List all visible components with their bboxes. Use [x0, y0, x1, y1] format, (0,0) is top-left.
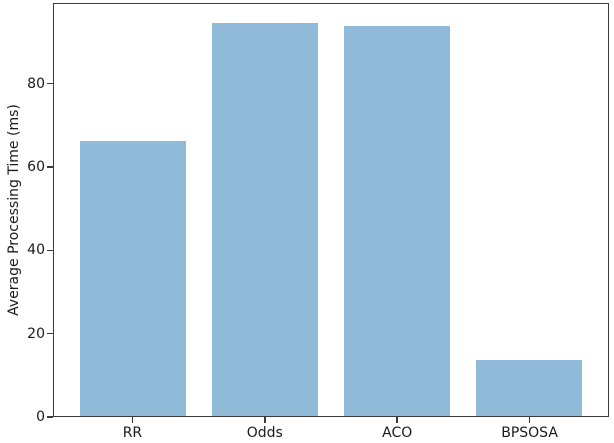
y-tick-label: 80 — [27, 75, 45, 92]
x-tick-mark — [131, 417, 134, 423]
y-tick-mark — [47, 83, 53, 85]
y-tick-mark — [47, 333, 53, 335]
y-axis-label: Average Processing Time (ms) — [6, 104, 22, 316]
x-tick-label-odds: Odds — [246, 425, 283, 441]
y-tick-label: 60 — [27, 159, 45, 176]
x-tick-label-rr: RR — [122, 425, 143, 441]
x-tick-label-aco: ACO — [382, 425, 413, 441]
y-tick-label: 0 — [36, 409, 45, 425]
bar-rr — [80, 140, 186, 416]
y-tick-mark — [47, 416, 53, 418]
y-tick-label: 40 — [27, 242, 45, 259]
x-tick-mark — [528, 417, 531, 423]
bar-bpsosa — [476, 360, 582, 416]
y-tick-label: 20 — [27, 325, 45, 342]
plot-area — [53, 3, 609, 417]
y-tick-mark — [47, 166, 53, 168]
x-tick-label-bpsosa: BPSOSA — [501, 425, 558, 441]
x-tick-mark — [264, 417, 266, 423]
x-tick-mark — [396, 417, 398, 423]
y-tick-mark — [47, 249, 53, 252]
bar-odds — [212, 23, 318, 416]
bar-aco — [344, 25, 450, 416]
